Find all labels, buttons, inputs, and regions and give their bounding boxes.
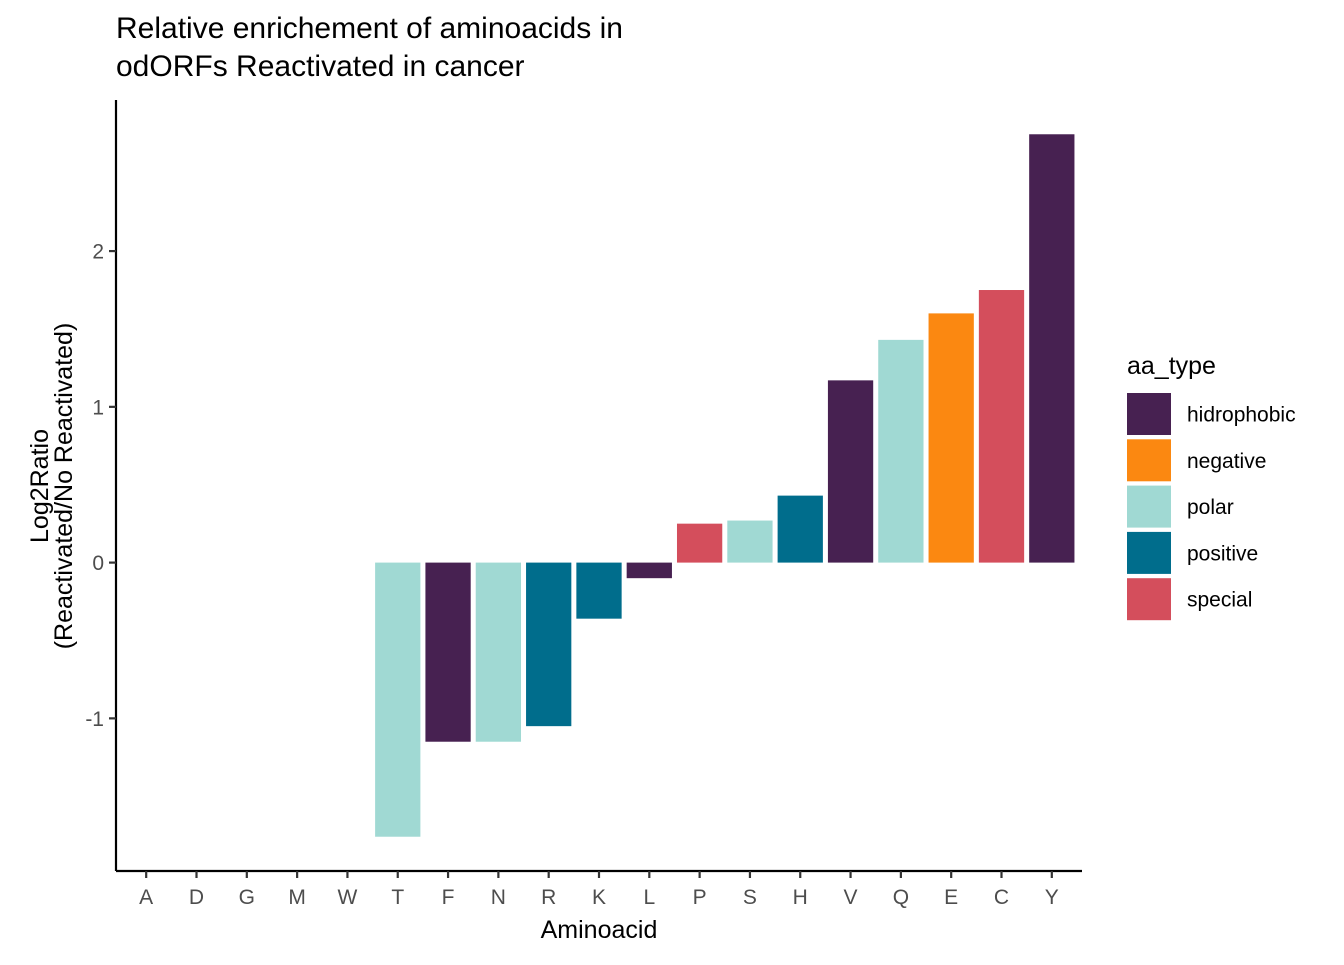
x-tick-label: N (491, 886, 506, 909)
y-axis-ticks: -1 0 1 2 (85, 241, 116, 731)
x-tick-label: V (844, 886, 858, 909)
x-tick-label: Q (893, 886, 909, 909)
legend-key-polar (1127, 485, 1171, 528)
y-tick-label: 0 (92, 552, 104, 575)
x-tick-label: F (442, 886, 455, 909)
legend-title: aa_type (1127, 352, 1216, 380)
legend-label-polar: polar (1187, 496, 1234, 519)
bar-P (676, 523, 723, 563)
y-axis-title-line-2: (Reactivated/No Reactivated) (50, 323, 78, 650)
legend-label-positive: positive (1187, 542, 1258, 565)
bar-C (978, 290, 1025, 563)
x-tick-label: M (288, 886, 306, 909)
y-tick-label: -1 (85, 708, 104, 731)
bar-V (827, 380, 874, 563)
x-tick-label: D (189, 886, 204, 909)
x-tick-label: Y (1045, 886, 1059, 909)
bar-Y (1029, 134, 1075, 563)
x-tick-label: T (391, 886, 404, 909)
bar-R (526, 562, 572, 727)
y-tick-label: 2 (92, 241, 104, 264)
bar-H (777, 495, 823, 563)
legend-label-special: special (1187, 589, 1252, 612)
x-tick-label: L (643, 886, 655, 909)
chart-title: Relative enrichement of aminoacids in od… (116, 12, 623, 83)
bar-E (928, 313, 974, 563)
legend-label-negative: negative (1187, 450, 1266, 473)
bar-N (475, 562, 522, 742)
y-tick-label: 1 (92, 396, 104, 419)
legend-key-negative (1127, 439, 1171, 482)
y-axis-title-line-1: Log2Ratio (26, 429, 54, 543)
bar-L (626, 562, 672, 579)
y-axis-title: Log2Ratio (Reactivated/No Reactivated) (26, 323, 78, 650)
bar-F (425, 562, 471, 742)
x-tick-label: A (139, 886, 153, 909)
x-tick-label: W (338, 886, 358, 909)
x-tick-label: H (793, 886, 808, 909)
x-tick-label: E (944, 886, 958, 909)
bar-K (576, 562, 622, 619)
x-tick-label: C (994, 886, 1009, 909)
bars (375, 134, 1075, 837)
x-axis-title: Aminoacid (541, 916, 658, 944)
chart-title-line-1: Relative enrichement of aminoacids in (116, 12, 623, 45)
bar-T (375, 562, 421, 837)
x-tick-label: S (743, 886, 757, 909)
legend-key-positive (1127, 531, 1171, 574)
legend-label-hidrophobic: hidrophobic (1187, 404, 1296, 427)
x-tick-label: R (541, 886, 556, 909)
bar-Q (878, 339, 924, 563)
x-tick-label: K (592, 886, 606, 909)
x-tick-label: P (693, 886, 707, 909)
x-tick-label: G (239, 886, 255, 909)
chart-title-line-2: odORFs Reactivated in cancer (116, 50, 525, 83)
bar-S (727, 520, 773, 563)
legend: aa_type hidrophobic negative polar positive… (1127, 352, 1296, 621)
legend-key-special (1127, 578, 1171, 621)
legend-key-hidrophobic (1127, 393, 1171, 435)
